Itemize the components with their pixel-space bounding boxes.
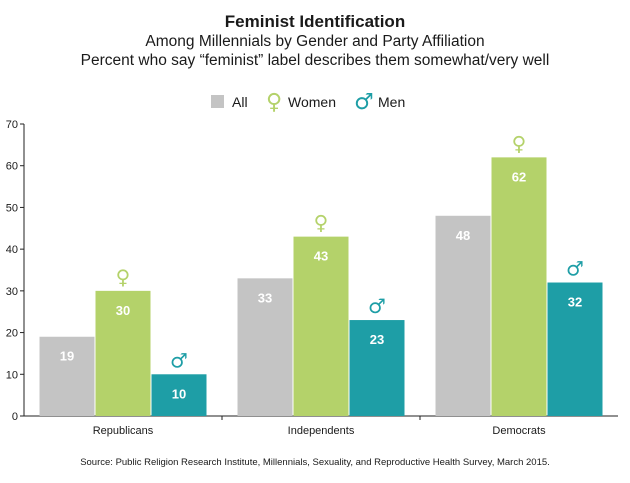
bar-all-republicans bbox=[39, 336, 95, 416]
x-tick-label-independents: Independents bbox=[288, 425, 355, 437]
y-tick-label: 20 bbox=[6, 328, 18, 340]
bar-value-label: 19 bbox=[60, 349, 74, 364]
male-symbol-icon: ♂ bbox=[368, 294, 386, 318]
chart-subtitle-line-2: Percent who say “feminist” label describ… bbox=[80, 52, 550, 69]
y-tick-label: 0 bbox=[12, 411, 18, 423]
female-symbol-icon: ♀ bbox=[512, 131, 527, 155]
legend-label-men: Men bbox=[378, 94, 405, 110]
bar-value-label: 10 bbox=[172, 386, 186, 401]
bar-women-republicans bbox=[95, 290, 151, 416]
y-tick-label: 30 bbox=[6, 286, 18, 298]
legend-label-all: All bbox=[232, 94, 248, 110]
bar-men-republicans bbox=[151, 374, 207, 416]
male-symbol-icon: ♂ bbox=[566, 257, 584, 281]
legend-male-symbol-icon: ♂ bbox=[354, 90, 374, 115]
x-tick-label-republicans: Republicans bbox=[93, 425, 154, 437]
legend-female-symbol-icon: ♀ bbox=[266, 90, 282, 115]
bar-value-label: 48 bbox=[456, 228, 470, 243]
y-tick-label: 50 bbox=[6, 202, 18, 214]
bar-all-independents bbox=[237, 278, 293, 416]
bar-value-label: 43 bbox=[314, 249, 328, 264]
bar-value-label: 32 bbox=[568, 295, 582, 310]
chart-titles: Feminist Identification Among Millennial… bbox=[0, 0, 630, 70]
bar-value-label: 23 bbox=[370, 332, 384, 347]
male-symbol-icon: ♂ bbox=[170, 348, 188, 372]
y-tick-label: 10 bbox=[6, 369, 18, 381]
chart-subtitle-line-1: Among Millennials by Gender and Party Af… bbox=[145, 33, 485, 50]
y-tick-label: 60 bbox=[6, 161, 18, 173]
female-symbol-icon: ♀ bbox=[116, 265, 131, 289]
bar-value-label: 62 bbox=[512, 169, 526, 184]
x-tick-label-democrats: Democrats bbox=[492, 425, 546, 437]
bar-all-democrats bbox=[435, 215, 491, 416]
female-symbol-icon: ♀ bbox=[314, 211, 329, 235]
bar-men-democrats bbox=[547, 282, 603, 416]
y-tick-label: 40 bbox=[6, 244, 18, 256]
legend-swatch-all bbox=[211, 95, 224, 108]
bar-value-label: 33 bbox=[258, 290, 272, 305]
bar-women-democrats bbox=[491, 157, 547, 416]
y-tick-label: 70 bbox=[6, 119, 18, 131]
bar-men-independents bbox=[349, 320, 405, 416]
chart-title: Feminist Identification bbox=[224, 12, 406, 31]
source-note: Source: Public Religion Research Institu… bbox=[80, 457, 550, 468]
bar-value-label: 30 bbox=[116, 303, 130, 318]
bar-women-independents bbox=[293, 236, 349, 416]
legend-label-women: Women bbox=[288, 94, 336, 110]
